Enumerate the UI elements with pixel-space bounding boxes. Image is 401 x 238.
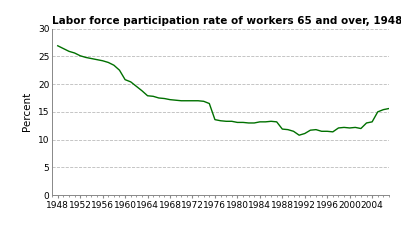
Text: Labor force participation rate of workers 65 and over, 1948-2007: Labor force participation rate of worker… <box>52 16 401 26</box>
Y-axis label: Percent: Percent <box>22 92 32 131</box>
